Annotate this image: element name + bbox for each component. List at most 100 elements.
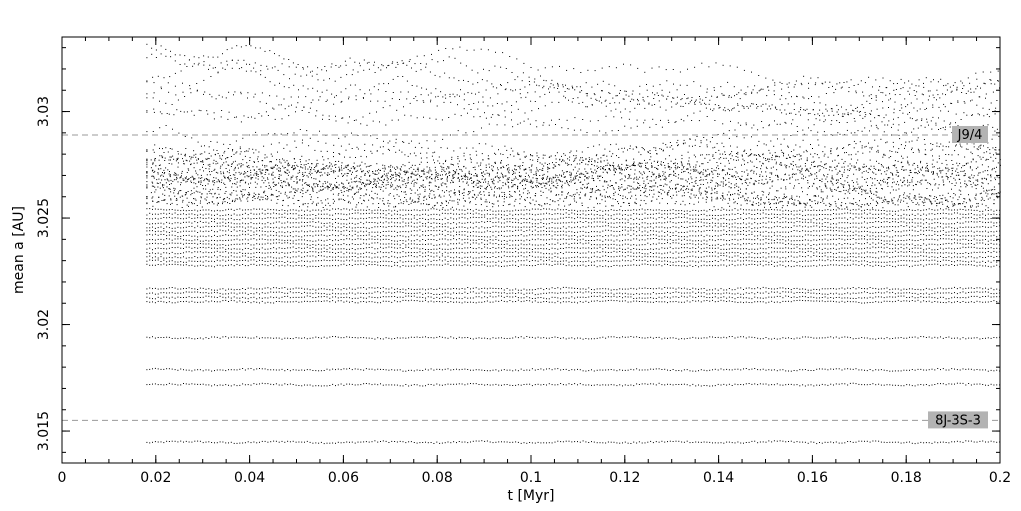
data-point xyxy=(588,338,590,340)
data-point xyxy=(548,234,550,235)
data-point xyxy=(318,442,320,444)
data-point xyxy=(560,260,562,262)
data-point xyxy=(565,239,567,241)
data-point xyxy=(413,235,415,237)
data-point xyxy=(872,338,874,340)
data-point xyxy=(976,300,978,302)
data-point xyxy=(844,247,846,249)
data-point xyxy=(619,442,621,444)
data-point xyxy=(804,239,806,241)
data-point xyxy=(695,300,697,302)
data-point xyxy=(807,369,809,371)
data-point xyxy=(914,256,916,258)
data-point xyxy=(728,296,730,298)
data-point xyxy=(759,257,761,259)
data-point xyxy=(163,384,165,386)
data-point xyxy=(892,261,894,263)
data-point xyxy=(557,248,559,250)
data-point xyxy=(802,236,804,238)
data-point xyxy=(942,257,944,258)
data-point xyxy=(768,238,770,240)
data-point xyxy=(821,442,823,444)
data-point xyxy=(810,296,812,298)
data-point xyxy=(298,441,300,443)
data-point xyxy=(185,440,187,442)
data-point xyxy=(591,441,592,443)
data-point xyxy=(723,369,725,371)
data-point xyxy=(408,243,410,245)
data-point xyxy=(380,296,381,298)
data-point xyxy=(630,255,632,257)
data-point xyxy=(278,231,280,233)
data-point xyxy=(712,252,713,253)
data-point xyxy=(892,251,894,253)
data-point xyxy=(759,301,761,303)
data-point xyxy=(900,289,902,291)
data-point xyxy=(259,256,260,258)
data-point xyxy=(199,440,201,442)
data-point xyxy=(197,289,199,290)
data-point xyxy=(458,234,460,236)
data-point xyxy=(664,235,666,237)
data-point xyxy=(422,385,424,387)
data-point xyxy=(371,337,373,339)
data-point xyxy=(568,383,570,385)
data-point xyxy=(942,383,944,385)
data-point xyxy=(416,234,418,236)
data-point xyxy=(740,244,742,246)
data-point xyxy=(959,263,961,265)
data-point xyxy=(503,235,505,237)
data-point xyxy=(174,230,176,232)
data-point xyxy=(284,248,286,249)
data-point xyxy=(335,235,336,237)
data-point xyxy=(714,442,716,444)
data-point xyxy=(546,260,547,261)
data-point xyxy=(833,247,834,249)
data-point xyxy=(430,230,432,232)
data-point xyxy=(607,384,609,386)
data-point xyxy=(382,234,384,236)
data-point xyxy=(706,337,708,339)
data-point xyxy=(706,289,708,291)
data-point xyxy=(264,248,266,250)
data-point xyxy=(309,384,311,386)
data-point xyxy=(343,248,345,250)
data-point xyxy=(261,252,263,254)
data-point xyxy=(270,441,272,443)
data-point xyxy=(934,259,936,261)
data-point xyxy=(942,441,944,443)
data-point xyxy=(925,255,927,257)
data-point xyxy=(703,250,705,252)
data-point xyxy=(942,252,944,254)
data-point xyxy=(849,301,851,303)
data-point xyxy=(976,337,978,339)
data-point xyxy=(996,301,998,303)
data-point xyxy=(723,383,725,385)
data-point xyxy=(222,259,224,261)
data-point xyxy=(886,337,888,339)
data-point xyxy=(655,337,657,338)
data-point xyxy=(289,338,291,339)
data-point xyxy=(937,252,939,254)
data-point xyxy=(593,338,595,340)
data-point xyxy=(917,264,919,266)
data-point xyxy=(332,296,334,298)
data-point xyxy=(363,293,365,294)
data-point xyxy=(408,337,410,339)
data-point xyxy=(560,238,562,240)
data-point xyxy=(292,256,294,258)
data-point xyxy=(357,238,359,240)
data-point xyxy=(602,244,604,246)
data-point xyxy=(382,440,384,442)
data-point xyxy=(678,260,680,262)
data-point xyxy=(577,242,578,244)
data-point xyxy=(216,244,218,246)
data-point xyxy=(622,300,623,302)
data-point xyxy=(174,292,176,294)
data-point xyxy=(492,442,494,444)
data-point xyxy=(709,300,711,302)
data-point xyxy=(531,251,533,253)
data-point xyxy=(298,250,300,252)
data-point xyxy=(622,234,623,236)
data-point xyxy=(692,243,694,245)
